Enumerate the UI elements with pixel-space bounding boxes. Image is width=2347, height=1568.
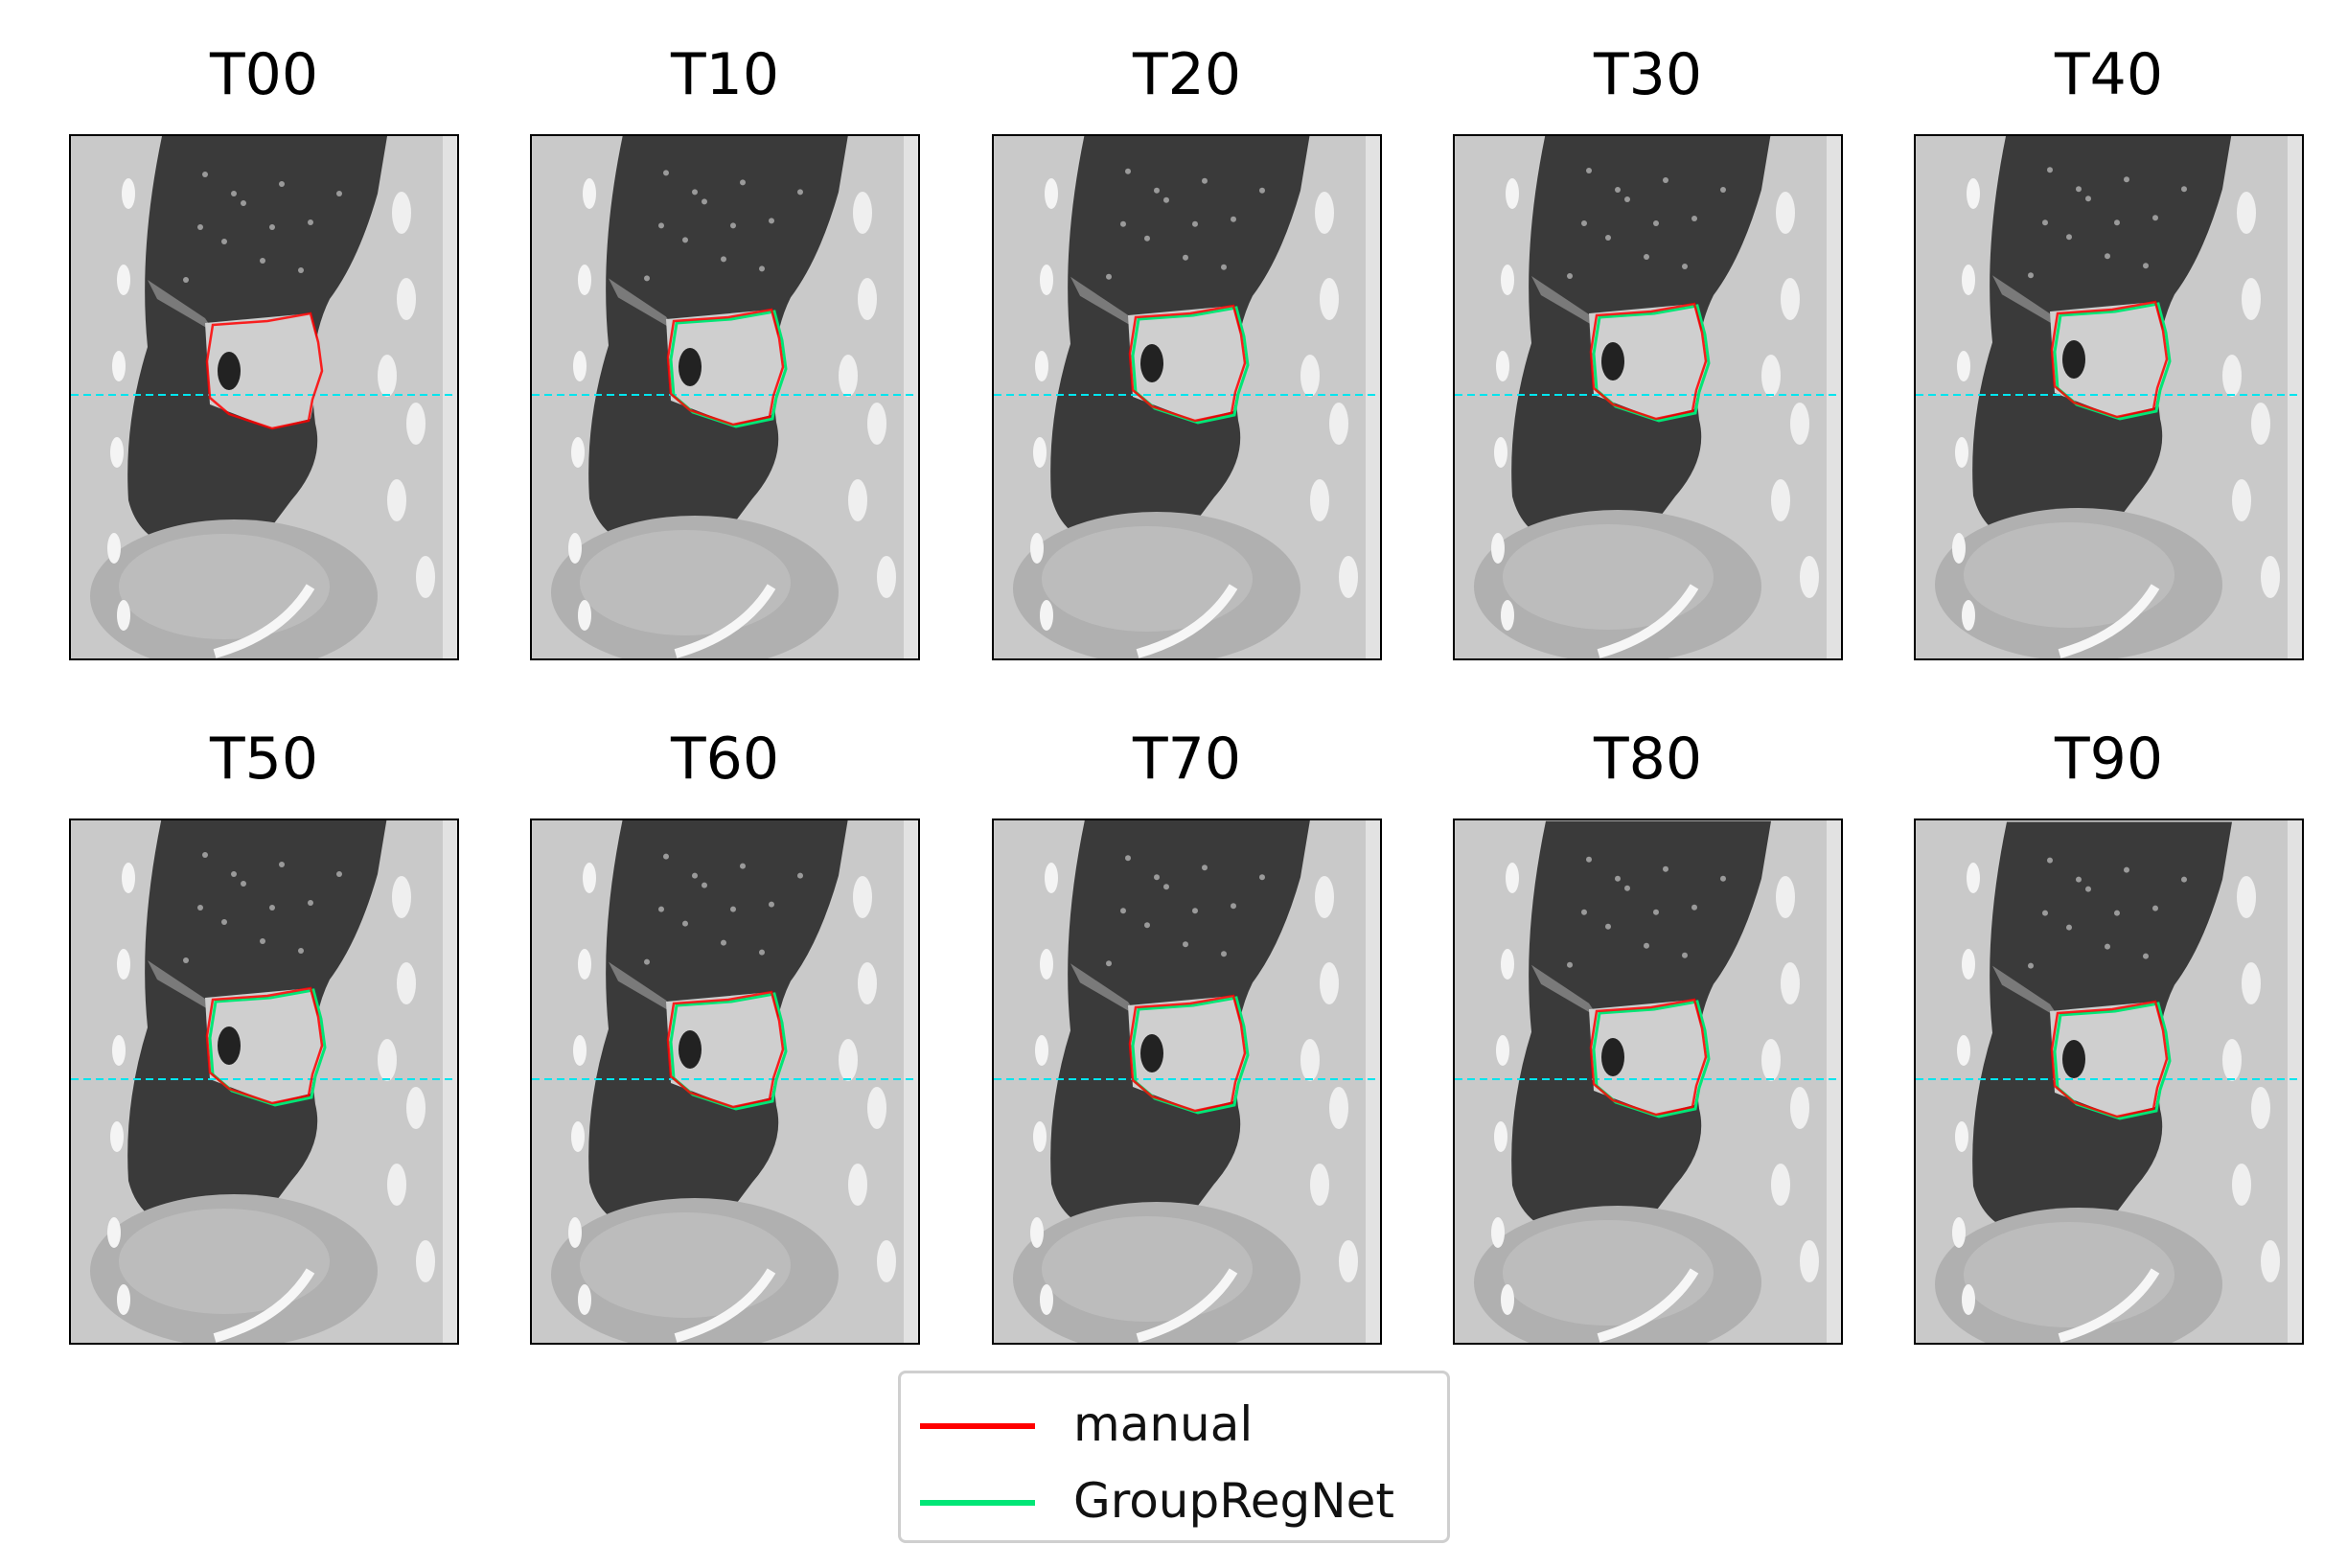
- contour-manual: [205, 311, 324, 430]
- contour-manual: [205, 986, 324, 1105]
- ct-image: [1916, 820, 2302, 1343]
- contour-manual: [1589, 302, 1708, 421]
- legend: manual GroupRegNet: [898, 1371, 1450, 1543]
- ct-slice: [1914, 134, 2304, 660]
- ct-slice: [1453, 819, 1843, 1345]
- panel-t50: T50: [69, 726, 459, 1345]
- ct-image: [994, 136, 1380, 658]
- legend-swatch-groupregnet: [920, 1500, 1035, 1506]
- panel-title: T10: [671, 41, 779, 108]
- panel-title: T50: [210, 726, 318, 793]
- legend-item-manual: manual: [901, 1388, 1447, 1464]
- contour-groupregnet: [1131, 306, 1250, 425]
- ct-image: [71, 136, 457, 658]
- panel-t20: T20: [992, 41, 1382, 660]
- ct-slice: [992, 134, 1382, 660]
- contour-groupregnet: [669, 992, 788, 1111]
- panel-title: T40: [2055, 41, 2163, 108]
- contour-groupregnet: [669, 310, 788, 428]
- ct-image: [1916, 136, 2302, 658]
- legend-swatch-manual: [920, 1423, 1035, 1429]
- contour-manual: [2050, 300, 2169, 419]
- panel-title: T30: [1594, 41, 1702, 108]
- contour-manual: [1589, 998, 1708, 1117]
- legend-label: manual: [1073, 1396, 1254, 1452]
- contour-groupregnet: [1592, 304, 1711, 423]
- ct-image: [532, 136, 918, 658]
- ct-slice: [992, 819, 1382, 1345]
- ct-slice: [530, 819, 920, 1345]
- ct-image: [532, 820, 918, 1343]
- panel-title: T20: [1133, 41, 1241, 108]
- panel-title: T60: [671, 726, 779, 793]
- contour-manual: [1128, 304, 1247, 423]
- panel-t40: T40: [1914, 41, 2304, 660]
- contour-groupregnet: [2053, 302, 2172, 421]
- contour-groupregnet: [1592, 1000, 1711, 1118]
- contour-groupregnet: [1131, 996, 1250, 1115]
- contour-manual: [2050, 1000, 2169, 1118]
- contour-manual: [666, 990, 785, 1109]
- panel-t00: T00: [69, 41, 459, 660]
- legend-label: GroupRegNet: [1073, 1473, 1394, 1529]
- panel-title: T00: [210, 41, 318, 108]
- panel-t90: T90: [1914, 726, 2304, 1345]
- contour-groupregnet: [208, 988, 327, 1107]
- contour-manual: [1128, 994, 1247, 1113]
- ct-slice: [1914, 819, 2304, 1345]
- ct-slice: [1453, 134, 1843, 660]
- contour-groupregnet: [2053, 1002, 2172, 1120]
- ct-slice: [530, 134, 920, 660]
- panel-title: T80: [1594, 726, 1702, 793]
- panel-t60: T60: [530, 726, 920, 1345]
- legend-item-groupregnet: GroupRegNet: [901, 1464, 1447, 1541]
- ct-image: [71, 820, 457, 1343]
- panel-t80: T80: [1453, 726, 1843, 1345]
- ct-slice: [69, 134, 459, 660]
- panel-t70: T70: [992, 726, 1382, 1345]
- panel-title: T70: [1133, 726, 1241, 793]
- ct-image: [994, 820, 1380, 1343]
- panel-t30: T30: [1453, 41, 1843, 660]
- panel-title: T90: [2055, 726, 2163, 793]
- ct-image: [1455, 136, 1841, 658]
- panel-t10: T10: [530, 41, 920, 660]
- ct-slice: [69, 819, 459, 1345]
- ct-image: [1455, 820, 1841, 1343]
- contour-manual: [666, 308, 785, 427]
